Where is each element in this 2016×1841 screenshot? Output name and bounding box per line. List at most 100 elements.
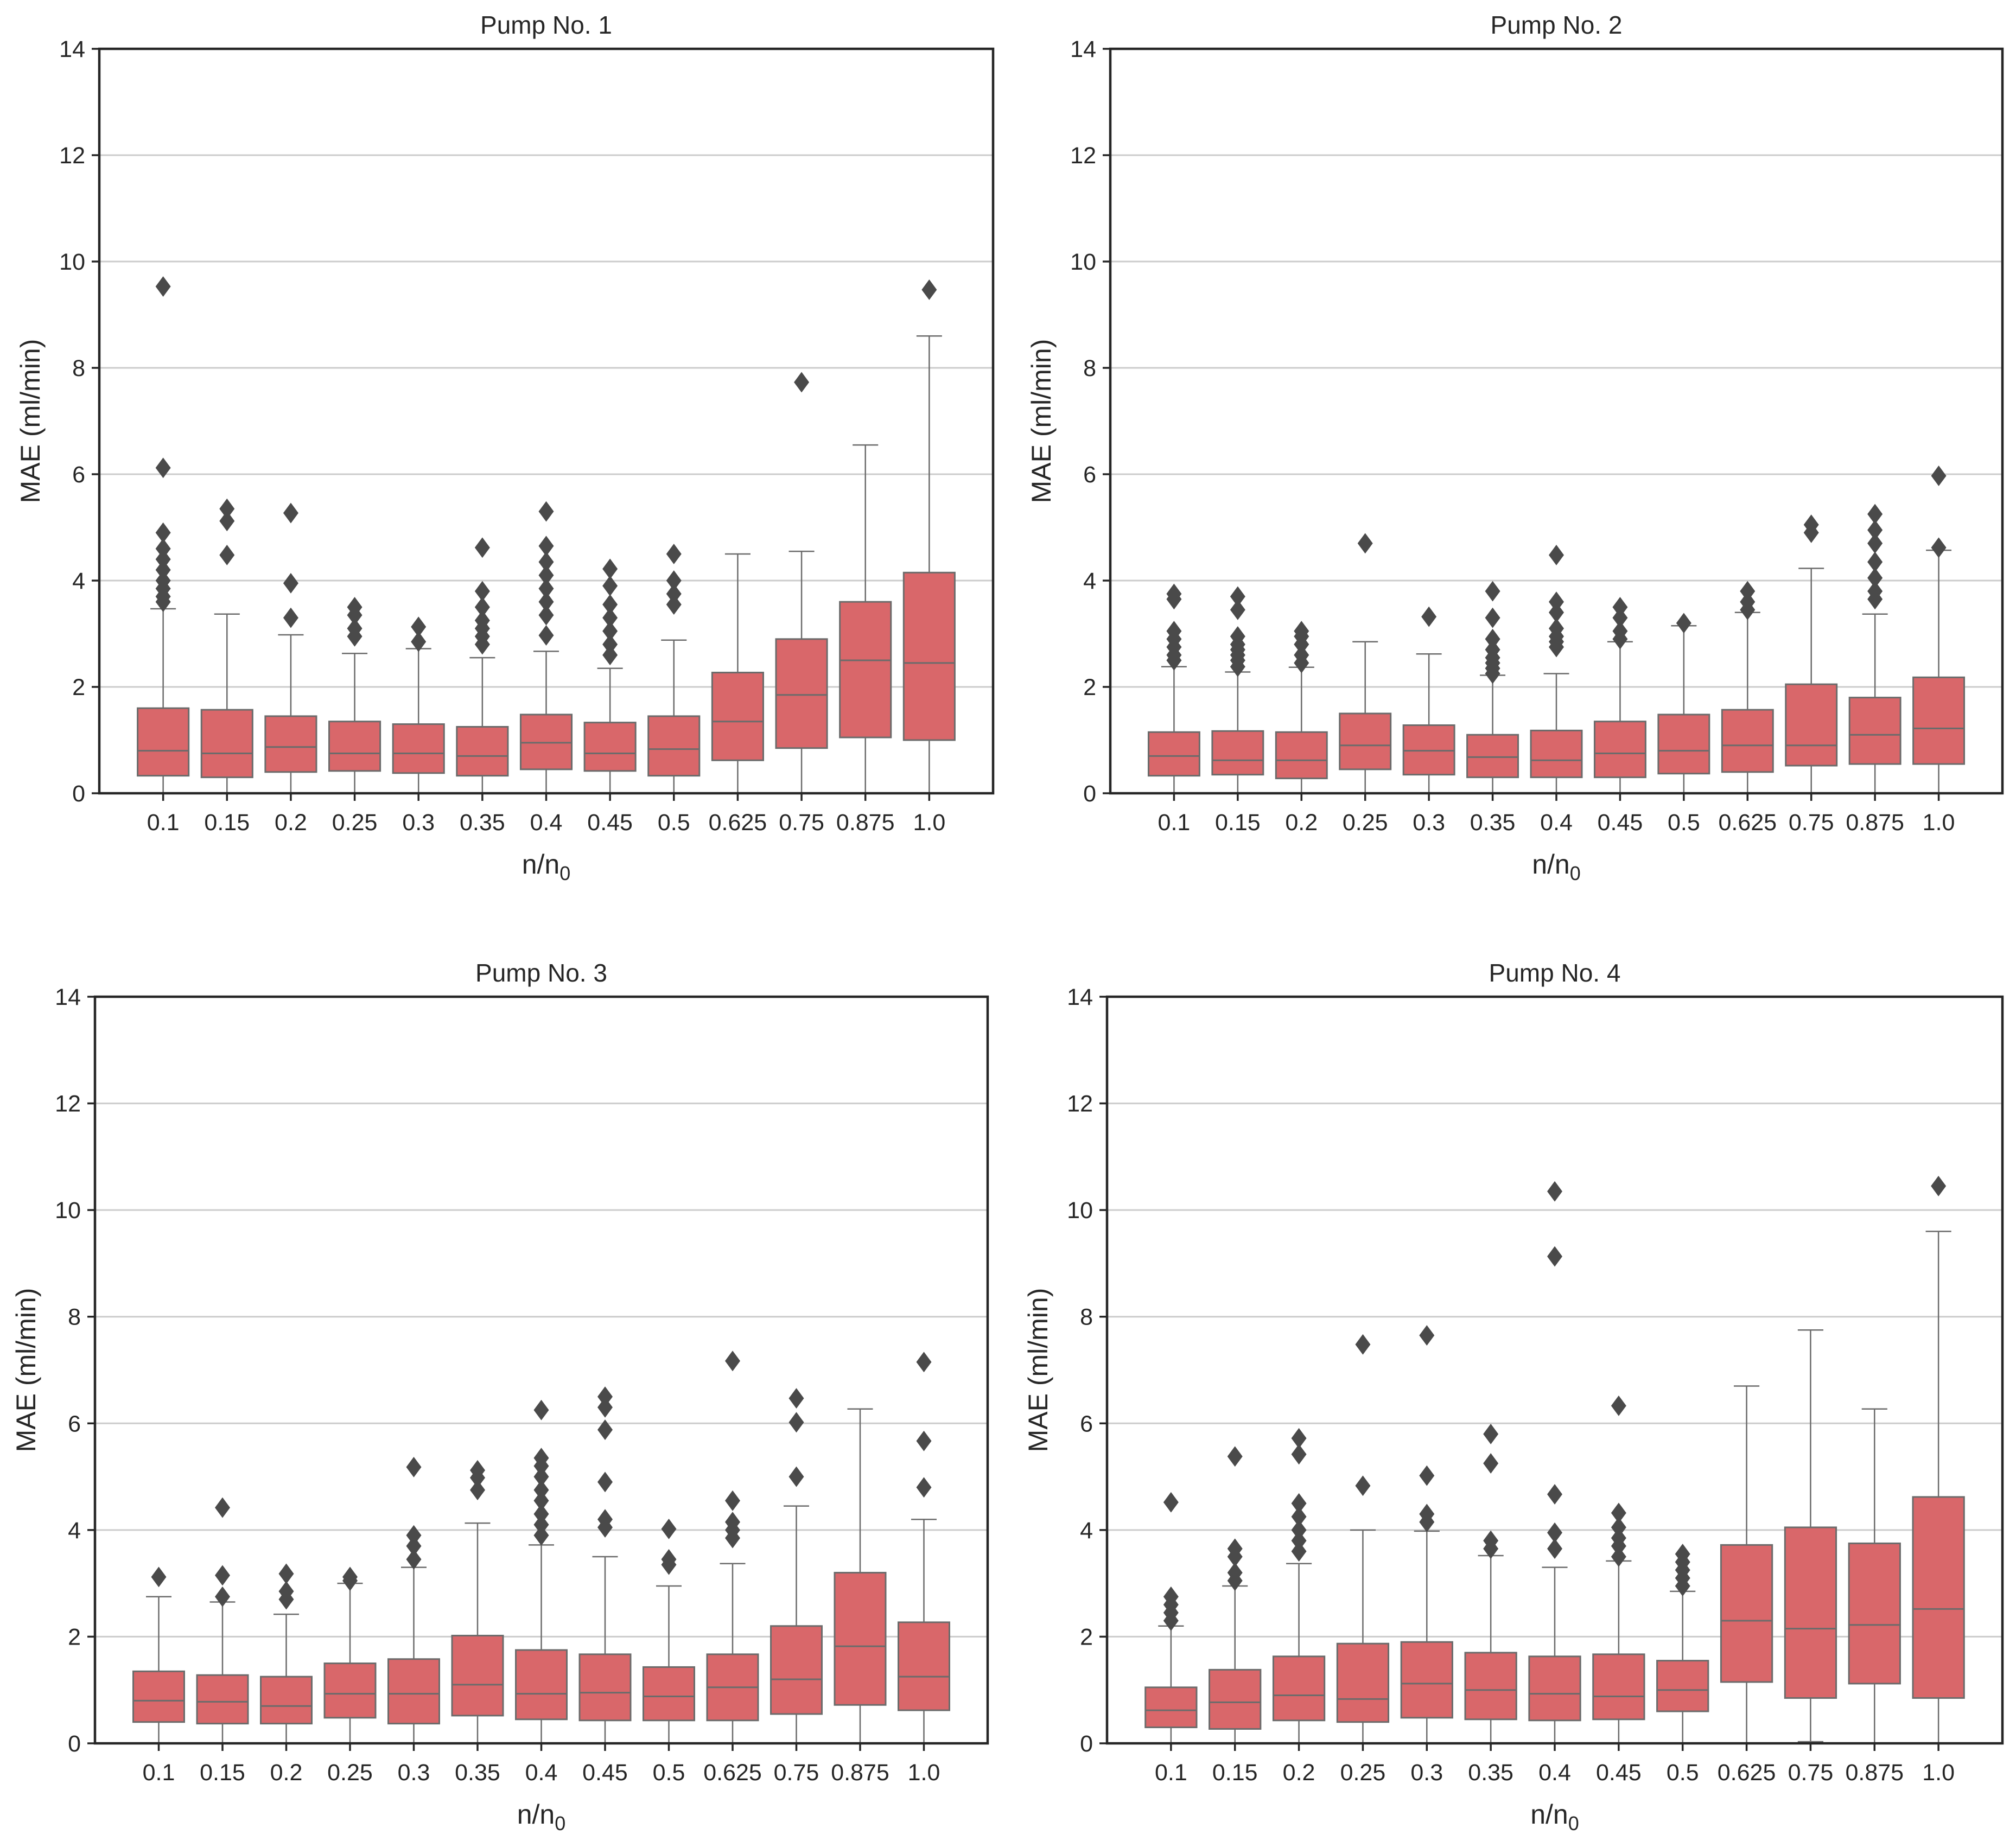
x-tick-label: 0.15 [200,1760,245,1786]
box-1.0 [902,279,956,794]
box-0.625 [711,553,764,794]
x-tick-label: 0.25 [327,1760,373,1786]
flier-point [725,1527,740,1549]
box-body [1656,1660,1709,1712]
box-body [647,715,701,777]
flier-point [470,1480,485,1501]
x-tick-label: 0.4 [1538,1760,1571,1786]
x-tick-label: 0.4 [1540,810,1573,836]
flier-point [411,631,427,652]
box-0.35 [1466,581,1519,794]
x-tick-label: 0.1 [147,810,180,836]
flier-point [538,536,554,557]
x-tick-label: 0.75 [774,1760,819,1786]
x-tick-label: 0.875 [1845,1760,1904,1786]
flier-point [342,1570,358,1591]
x-tick-label: 0.2 [275,810,307,836]
flier-point [1166,650,1182,671]
x-tick-label: 0.35 [455,1760,500,1786]
y-tick-label: 10 [55,1197,81,1224]
flier-point [666,544,682,564]
flier-point [155,276,171,297]
box-0.15 [1209,1446,1262,1744]
box-body [578,1653,632,1722]
box-1.0 [898,1352,950,1744]
flier-point [602,645,618,666]
box-body [1657,714,1710,775]
box-body [328,721,381,772]
box-body [1464,1652,1517,1721]
flier-point [1483,1538,1499,1559]
box-body [1593,721,1646,779]
y-tick-label: 4 [72,568,85,594]
flier-point [1549,591,1564,613]
flier-point [1547,1181,1562,1202]
flier-point [533,1514,549,1535]
x-tick-label: 1.0 [1922,1760,1955,1786]
box-body [1339,712,1392,770]
flier-point [1611,1395,1626,1416]
flier-point [1483,1453,1499,1474]
box-body [196,1674,249,1725]
flier-point [1867,533,1883,554]
y-tick-label: 6 [1083,462,1096,488]
flier-point [1547,1522,1562,1543]
flier-point [1740,581,1756,602]
box-0.2 [1272,1428,1326,1744]
box-0.625 [706,1351,759,1744]
y-tick-label: 8 [1080,1304,1093,1330]
flier-point [1355,1475,1371,1496]
box-body [1466,734,1519,779]
flier-point [533,1466,549,1487]
box-body [839,601,892,738]
flier-point [666,583,682,604]
chart-panel-2: 0 2 4 6 8 10 12 14 0.1 0.15 0.2 0.25 0.3 0.35 0.4 0.45 0… [1026,11,2004,884]
box-0.4 [519,501,573,794]
box-body [711,672,764,761]
box-body [775,638,828,749]
y-tick-label: 6 [68,1411,81,1437]
flier-point [602,594,618,615]
y-tick-label: 14 [1067,984,1093,1010]
box-1.0 [1912,466,1966,794]
y-tick-label: 4 [68,1518,81,1544]
y-tick-label: 14 [55,984,81,1010]
y-tick-label: 10 [59,249,85,275]
box-0.45 [1592,1395,1645,1744]
box-0.1 [1147,583,1200,794]
y-tick-label: 12 [1067,1091,1093,1117]
box-body [392,723,445,774]
flier-point [1931,537,1947,558]
x-tick-label: 0.3 [402,810,435,836]
flier-point [602,634,618,655]
flier-point [597,1471,613,1493]
box-0.625 [1720,1385,1773,1744]
y-tick-label: 8 [72,355,85,381]
box-0.5 [1656,1544,1709,1744]
x-tick-label: 0.35 [1468,1760,1513,1786]
x-tick-label: 0.45 [1596,1760,1642,1786]
box-body [834,1571,887,1706]
x-tick-label: 0.45 [582,1760,628,1786]
box-body [132,1670,185,1723]
y-tick-label: 14 [1070,36,1096,62]
y-tick-label: 0 [72,781,85,807]
flier-point [538,604,554,626]
box-0.875 [1848,504,1901,794]
y-tick-label: 0 [1080,1731,1093,1757]
x-tick-label: 0.25 [332,810,378,836]
flier-point [1291,1530,1307,1551]
flier-point [921,279,937,300]
flier-point [1291,1506,1307,1527]
flier-point [661,1518,677,1539]
y-tick-label: 2 [68,1624,81,1650]
flier-point [283,607,298,628]
y-tick-label: 8 [1083,355,1096,381]
box-0.75 [775,372,828,794]
box-body [1209,1668,1262,1730]
x-axis-label: n/n0 [1530,1799,1579,1834]
flier-point [538,551,554,572]
x-tick-label: 0.75 [1788,1760,1834,1786]
box-0.2 [260,1563,313,1744]
flier-point [474,634,490,655]
